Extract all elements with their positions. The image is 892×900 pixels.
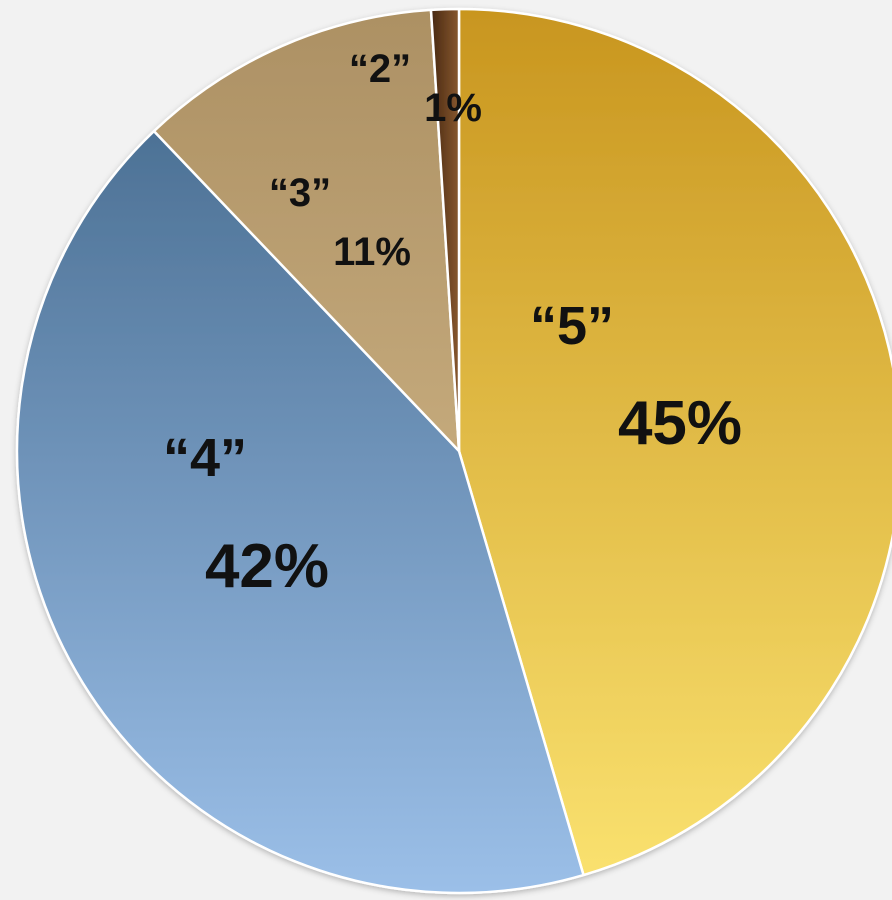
slice-value-label: 42% xyxy=(205,532,329,601)
pie-slice-3 xyxy=(152,8,461,453)
pie-slice-1 xyxy=(457,7,892,877)
slice-category-label: “2” xyxy=(349,47,411,91)
slice-value-label: 1% xyxy=(424,86,482,130)
slice-value-label: 45% xyxy=(618,389,742,458)
pie-slice-2 xyxy=(15,129,585,895)
slices-layer xyxy=(15,7,892,895)
labels-layer: “5”45% “4” 42% “3”11% “2” 1% xyxy=(163,47,742,601)
slice-value-label: 11% xyxy=(333,230,411,274)
slice-category-label: “5” xyxy=(530,296,614,356)
pie-slice-4 xyxy=(429,7,461,453)
slice-category-label: “4” xyxy=(163,428,247,488)
slice-category-label: “3” xyxy=(269,171,331,215)
